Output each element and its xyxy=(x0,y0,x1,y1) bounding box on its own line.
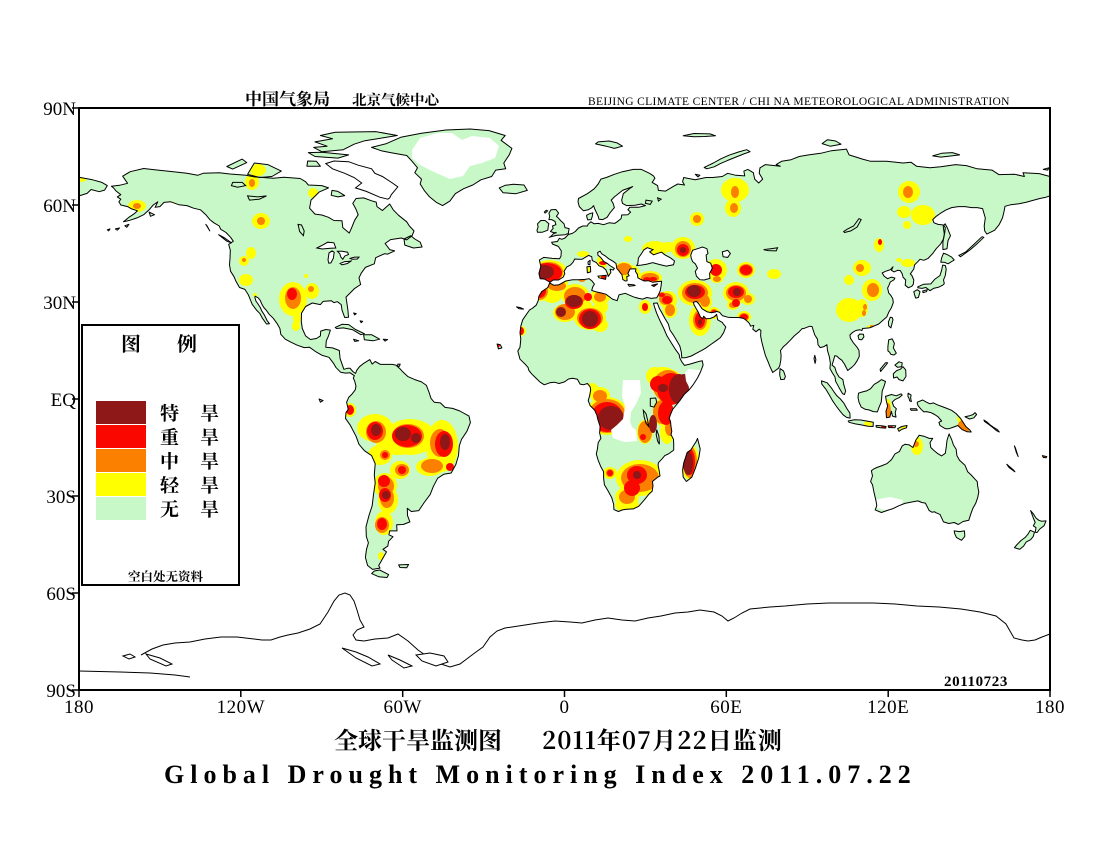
svg-text:180: 180 xyxy=(1035,697,1065,718)
svg-text:EQ: EQ xyxy=(51,390,77,411)
svg-text:90N: 90N xyxy=(43,99,76,120)
svg-text:BEIJING CLIMATE CENTER / CHI N: BEIJING CLIMATE CENTER / CHI NA METEOROL… xyxy=(588,96,1010,108)
svg-text:180: 180 xyxy=(64,697,94,718)
svg-text:120W: 120W xyxy=(217,697,265,718)
svg-text:60E: 60E xyxy=(710,697,742,718)
svg-text:60N: 60N xyxy=(43,196,76,217)
svg-text:0: 0 xyxy=(560,697,570,718)
svg-text:30S: 30S xyxy=(46,487,76,508)
svg-text:60S: 60S xyxy=(46,584,76,605)
svg-text:90S: 90S xyxy=(46,681,76,702)
svg-text:60W: 60W xyxy=(383,697,421,718)
svg-text:Global Drought Monitoring Inde: Global Drought Monitoring Index 2011.07.… xyxy=(164,760,917,789)
svg-text:20110723: 20110723 xyxy=(944,674,1008,690)
svg-text:30N: 30N xyxy=(43,293,76,314)
svg-text:120E: 120E xyxy=(867,697,909,718)
